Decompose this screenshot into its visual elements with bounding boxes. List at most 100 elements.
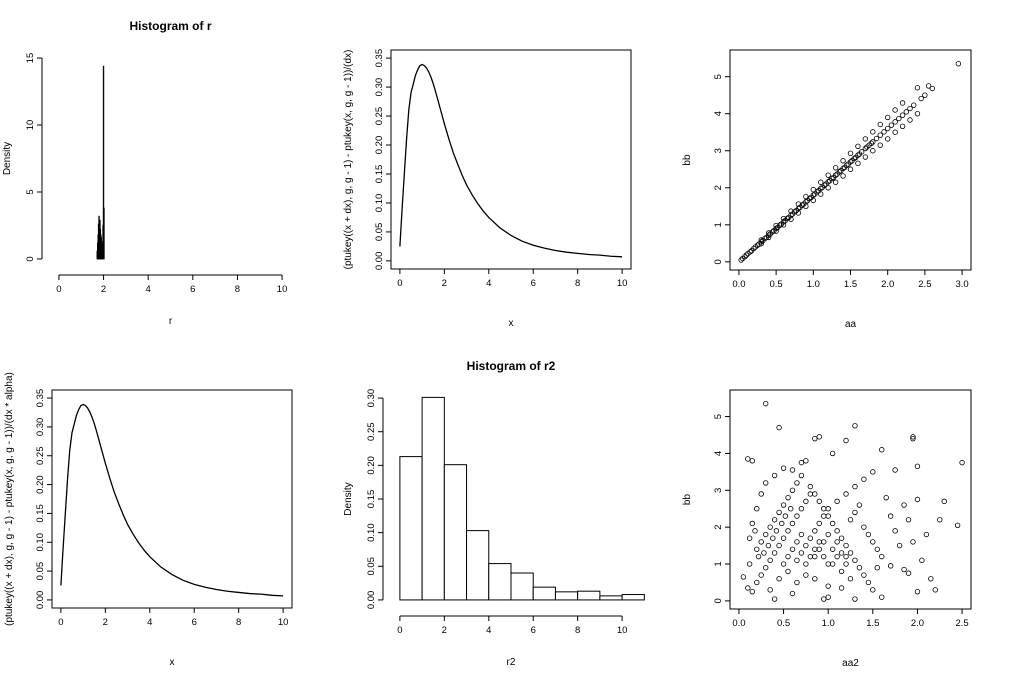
histogram-bar <box>421 396 445 601</box>
y-tick-label: 0.20 <box>374 136 385 155</box>
y-tick-label: 0.35 <box>35 389 46 408</box>
scatter-point <box>847 576 854 582</box>
scatter-point <box>740 574 747 580</box>
scatter-point <box>929 85 936 92</box>
x-tick-label: 4 <box>486 625 491 636</box>
scatter-point <box>829 546 836 552</box>
scatter-point <box>832 165 839 171</box>
scatter-point <box>870 139 876 145</box>
scatter-point <box>937 517 943 523</box>
scatter-point <box>832 179 839 185</box>
scatter-point <box>746 561 753 567</box>
scatter-point <box>785 568 791 575</box>
scatter-point <box>829 561 836 567</box>
scatter-point <box>749 458 756 464</box>
scatter-point <box>743 252 750 258</box>
scatter-point <box>892 129 898 135</box>
scatter-point <box>907 105 913 112</box>
x-tick-label: 1.5 <box>866 618 879 629</box>
scatter-point <box>847 166 854 172</box>
y-axis-label: bb <box>682 154 693 166</box>
scatter-point <box>776 576 782 582</box>
scatter-point <box>794 513 800 519</box>
scatter-point <box>816 498 822 505</box>
scatter-point <box>888 122 895 128</box>
x-tick-label: 2 <box>442 625 447 636</box>
histogram-bar <box>554 591 579 601</box>
scatter-point <box>763 400 769 407</box>
scatter-point <box>771 517 778 523</box>
scatter-point <box>914 463 921 470</box>
scatter-point <box>803 542 809 549</box>
y-tick-label: 0.00 <box>366 591 377 610</box>
x-axis-label: x <box>509 318 514 329</box>
scatter-point <box>825 172 831 178</box>
scatter-point <box>825 583 831 589</box>
scatter-point <box>832 172 839 178</box>
scatter-point <box>779 520 785 527</box>
scatter-point <box>798 531 805 538</box>
scatter-point <box>765 232 772 238</box>
scatter-point <box>742 253 748 260</box>
scatter-point <box>776 509 782 516</box>
scatter-point <box>812 576 818 582</box>
scatter-point <box>843 437 849 444</box>
y-tick-label: 3 <box>713 488 724 493</box>
scatter-point <box>870 148 876 154</box>
chart-panel-4: 0 2 4 6 8 10 0.00 0.05 0.10 0.15 0.20 0.25 0.30 0.35 x… <box>4 372 293 668</box>
scatter-point <box>874 565 880 571</box>
scatter-point <box>874 546 880 552</box>
y-tick-label: 0.10 <box>35 533 46 552</box>
scatter-point <box>856 502 863 508</box>
scatter-point <box>754 506 760 512</box>
scatter-point <box>821 506 827 512</box>
scatter-point <box>836 169 843 175</box>
scatter-point <box>792 209 798 215</box>
scatter-point <box>855 160 861 167</box>
scatter-point <box>884 125 891 132</box>
y-tick-label: 0.05 <box>35 562 46 581</box>
scatter-point <box>785 494 791 501</box>
histogram-bar <box>621 594 645 601</box>
scatter-point <box>914 496 921 503</box>
scatter-point <box>851 155 857 162</box>
scatter-point <box>752 528 758 534</box>
scatter-point <box>773 228 779 234</box>
scatter-point <box>877 142 883 148</box>
y-tick-label: 1 <box>713 222 724 227</box>
scatter-point <box>910 539 916 545</box>
scatter-point <box>758 491 764 497</box>
x-tick-label: 10 <box>278 617 289 628</box>
scatter-point <box>812 546 818 552</box>
scatter-point <box>829 520 836 527</box>
scatter-point <box>847 550 854 556</box>
scatter-point <box>763 531 769 538</box>
x-tick-label: 4 <box>146 284 151 295</box>
scatter-point <box>758 539 764 545</box>
scatter-point <box>816 434 822 440</box>
chart-panel-2: 0 2 4 6 8 10 0.00 0.05 0.10 0.15 0.20 0.25 0.30 0.35 x… <box>343 49 632 329</box>
scatter-point <box>899 112 906 118</box>
chart-panel-5: 0 2 4 6 8 10 0.00 0.05 0.10 0.15 0.20 0.25 0.30 Histo… <box>343 359 645 668</box>
scatter-point <box>763 565 769 571</box>
plot-frame <box>390 49 632 270</box>
scatter-point <box>789 487 796 493</box>
scatter-point <box>780 561 787 567</box>
y-axis-label: Density <box>343 482 354 515</box>
scatter-point <box>877 132 883 138</box>
scatter-point <box>780 535 787 541</box>
scatter-point <box>788 212 794 218</box>
scatter-point <box>789 467 796 473</box>
scatter-point <box>803 498 809 505</box>
scatter-point <box>758 237 764 243</box>
scatter-point <box>788 216 794 222</box>
scatter-point <box>919 557 925 564</box>
x-axis-label: aa <box>845 319 857 330</box>
y-axis-label: (ptukey((x + dx), g, g - 1) - ptukey(x, … <box>4 372 15 626</box>
scatter-point <box>892 119 898 125</box>
y-tick-label: 4 <box>713 111 724 116</box>
y-axis-label: (ptukey((x + dx), g, g - 1) - ptukey(x, … <box>343 50 354 270</box>
scatter-point <box>807 491 814 497</box>
scatter-point <box>918 95 924 102</box>
